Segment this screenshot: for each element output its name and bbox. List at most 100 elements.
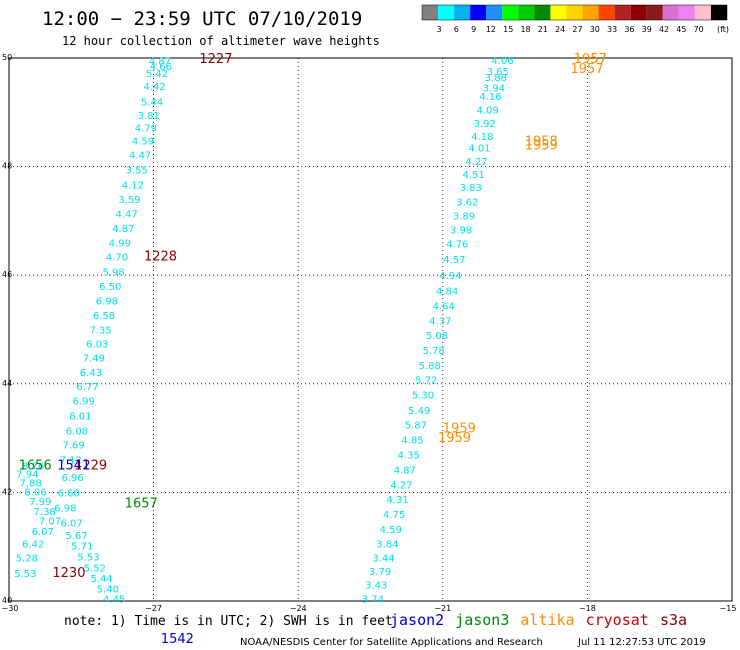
legend-jason2: jason2 bbox=[390, 611, 444, 629]
colorbar-label: 21 bbox=[538, 25, 548, 34]
wave-height-value: 5.88 bbox=[419, 361, 441, 372]
colorbar-label: 36 bbox=[624, 25, 634, 34]
wave-height-value: 3.94 bbox=[483, 83, 505, 94]
wave-height-value: 4.85 bbox=[401, 436, 423, 447]
wave-height-value: 5.98 bbox=[102, 267, 124, 278]
wave-height-value: 8.76 bbox=[22, 461, 44, 472]
wave-height-value: 7.69 bbox=[62, 441, 84, 452]
wave-height-value: 5.30 bbox=[412, 391, 434, 402]
pass-time-label: 1959 bbox=[525, 138, 558, 153]
wave-height-value: 4.87 bbox=[149, 57, 171, 68]
colorbar-swatch bbox=[678, 5, 695, 20]
latitude-tick: 46 bbox=[2, 270, 12, 279]
wave-height-value: 7.12 bbox=[60, 455, 82, 466]
colorbar-label: 24 bbox=[555, 25, 565, 34]
page-subtitle: 12 hour collection of altimeter wave hei… bbox=[62, 34, 380, 48]
wave-height-value: 6.50 bbox=[99, 282, 121, 293]
pass-time-label: 1656 bbox=[19, 458, 52, 473]
pass-time-label: 1657 bbox=[125, 496, 158, 511]
longitude-tick: −27 bbox=[145, 604, 162, 613]
wave-height-value: 5.72 bbox=[415, 375, 437, 386]
wave-height-value: 4.42 bbox=[143, 82, 165, 93]
wave-height-value: 4.01 bbox=[468, 144, 490, 155]
wave-height-value: 4.87 bbox=[112, 224, 134, 235]
colorbar-label: 15 bbox=[503, 25, 513, 34]
colorbar-swatch bbox=[566, 5, 583, 20]
wave-height-value: 4.06 bbox=[491, 56, 513, 67]
wave-height-value: 5.44 bbox=[141, 97, 163, 108]
wave-height-value: 4.94 bbox=[439, 271, 461, 282]
pass-time-label: 1227 bbox=[199, 52, 232, 67]
wave-height-value: 4.09 bbox=[476, 106, 498, 117]
wave-height-value: 5.53 bbox=[14, 569, 36, 580]
footer-credit: NOAA/NESDIS Center for Satellite Applica… bbox=[240, 637, 543, 648]
colorbar-swatch bbox=[422, 5, 439, 20]
map-gridlines bbox=[9, 58, 732, 601]
wave-height-value: 3.89 bbox=[453, 211, 475, 222]
wave-height-value: 4.37 bbox=[429, 316, 451, 327]
map-frame bbox=[8, 57, 733, 602]
latitude-tick: 48 bbox=[2, 162, 12, 171]
wave-height-value: 6.98 bbox=[54, 504, 76, 515]
wave-height-value: 4.47 bbox=[115, 209, 137, 220]
wave-height-value: 6.60 bbox=[58, 488, 80, 499]
wave-height-value: 8.06 bbox=[24, 487, 46, 498]
colorbar-swatch bbox=[646, 5, 663, 20]
wave-height-value: 6.42 bbox=[22, 539, 44, 550]
wave-height-tracks: 4.874.665.424.425.443.814.794.594.473.55… bbox=[14, 56, 513, 605]
wave-height-value: 3.59 bbox=[118, 195, 140, 206]
wave-height-value: 4.16 bbox=[479, 92, 501, 103]
wave-height-value: 7.99 bbox=[29, 497, 51, 508]
wave-height-value: 7.49 bbox=[83, 354, 105, 365]
wave-height-value: 4.99 bbox=[109, 239, 131, 250]
wave-height-value: 7.07 bbox=[39, 517, 61, 528]
wave-height-value: 5.42 bbox=[146, 69, 168, 80]
colorbar-label: 30 bbox=[590, 25, 600, 34]
colorbar-label: 70 bbox=[694, 25, 704, 34]
colorbar-swatch bbox=[438, 5, 455, 20]
wave-height-value: 4.59 bbox=[380, 525, 402, 536]
wave-height-value: 3.88 bbox=[485, 73, 507, 84]
wave-height-value: 3.44 bbox=[372, 554, 394, 565]
wave-height-value: 5.53 bbox=[77, 552, 99, 563]
pass-time-label: 1229 bbox=[74, 458, 107, 473]
wave-height-value: 5.71 bbox=[71, 542, 93, 553]
colorbar-swatch bbox=[582, 5, 599, 20]
colorbar-swatch bbox=[614, 5, 631, 20]
colorbar-swatch bbox=[470, 5, 487, 20]
wave-height-value: 6.99 bbox=[73, 397, 95, 408]
wave-height-value: 4.18 bbox=[471, 132, 493, 143]
pass-time-label: 1228 bbox=[144, 250, 177, 265]
wave-height-value: 3.62 bbox=[456, 197, 478, 208]
longitude-tick: −30 bbox=[2, 604, 19, 613]
wave-height-value: 4.87 bbox=[394, 466, 416, 477]
pass-time-label: 1957 bbox=[571, 62, 604, 77]
legend-altika: altika bbox=[520, 611, 574, 629]
page-title: 12:00 − 23:59 UTC 07/10/2019 bbox=[42, 8, 362, 30]
colorbar-swatch bbox=[454, 5, 471, 20]
wave-height-value: 4.84 bbox=[436, 286, 458, 297]
wave-height-value: 6.43 bbox=[80, 368, 102, 379]
legend-jason3: jason3 bbox=[455, 611, 509, 629]
colorbar-label: 42 bbox=[659, 25, 669, 34]
wave-height-value: 5.44 bbox=[90, 574, 112, 585]
latitude-tick: 40 bbox=[2, 596, 12, 605]
wave-height-value: 4.64 bbox=[433, 302, 455, 313]
wave-height-value: 4.35 bbox=[397, 450, 419, 461]
colorbar-swatch bbox=[486, 5, 503, 20]
latitude-tick: 44 bbox=[2, 379, 12, 388]
legend-cryosat: cryosat bbox=[586, 611, 649, 629]
colorbar-label: 6 bbox=[454, 25, 459, 34]
wave-height-value: 4.47 bbox=[129, 151, 151, 162]
wave-height-value: 4.27 bbox=[390, 480, 412, 491]
wave-height-value: 3.65 bbox=[487, 67, 509, 78]
colorbar-label: 12 bbox=[486, 25, 496, 34]
wave-height-value: 3.83 bbox=[460, 183, 482, 194]
colorbar-swatch bbox=[518, 5, 535, 20]
pass-time-label: 1959 bbox=[438, 431, 471, 446]
wave-height-value: 4.70 bbox=[106, 253, 128, 264]
colorbar-swatch bbox=[630, 5, 647, 20]
wave-height-value: 4.75 bbox=[383, 510, 405, 521]
wave-height-value: 4.59 bbox=[132, 137, 154, 148]
